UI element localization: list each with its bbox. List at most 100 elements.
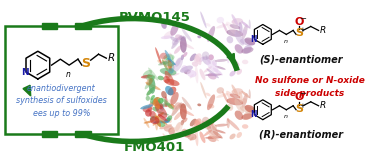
Ellipse shape [161, 91, 167, 99]
Ellipse shape [229, 71, 235, 76]
Ellipse shape [145, 109, 152, 117]
Ellipse shape [240, 39, 255, 46]
Ellipse shape [235, 111, 243, 120]
Ellipse shape [199, 121, 204, 127]
Ellipse shape [157, 99, 163, 108]
Ellipse shape [206, 68, 219, 78]
Ellipse shape [180, 66, 193, 73]
Ellipse shape [170, 63, 175, 67]
Text: +: + [299, 27, 305, 33]
Ellipse shape [230, 24, 240, 29]
Ellipse shape [161, 21, 167, 29]
Ellipse shape [155, 113, 158, 131]
Ellipse shape [226, 118, 230, 128]
Ellipse shape [181, 55, 184, 60]
Ellipse shape [241, 47, 254, 54]
Ellipse shape [153, 121, 157, 126]
Ellipse shape [163, 54, 175, 61]
Ellipse shape [216, 24, 228, 28]
Ellipse shape [206, 93, 211, 96]
Ellipse shape [175, 102, 182, 108]
Ellipse shape [206, 59, 218, 73]
Ellipse shape [150, 116, 157, 121]
Bar [42, 23, 57, 29]
Ellipse shape [175, 122, 181, 131]
Ellipse shape [163, 71, 169, 81]
Text: S: S [295, 28, 303, 38]
Ellipse shape [160, 53, 167, 59]
Ellipse shape [146, 76, 153, 82]
Ellipse shape [181, 65, 187, 72]
Ellipse shape [184, 69, 191, 74]
Ellipse shape [199, 56, 204, 62]
Text: enantiodivergent
synthesis of sulfoxides
ees up to 99%: enantiodivergent synthesis of sulfoxides… [16, 84, 107, 118]
Ellipse shape [242, 24, 248, 39]
Ellipse shape [168, 63, 174, 77]
Ellipse shape [145, 76, 155, 89]
Ellipse shape [164, 96, 167, 107]
Ellipse shape [202, 117, 209, 125]
Bar [75, 23, 91, 29]
Ellipse shape [163, 76, 170, 83]
Ellipse shape [168, 104, 175, 109]
Ellipse shape [167, 53, 172, 58]
Ellipse shape [200, 132, 206, 143]
Ellipse shape [232, 18, 243, 25]
Text: R: R [108, 53, 115, 63]
Ellipse shape [212, 124, 217, 130]
Text: No sulfone or N-oxide
side products: No sulfone or N-oxide side products [255, 76, 365, 98]
Ellipse shape [170, 37, 178, 42]
Ellipse shape [153, 97, 160, 106]
Ellipse shape [164, 99, 173, 107]
Ellipse shape [222, 91, 228, 103]
Ellipse shape [145, 82, 161, 90]
Ellipse shape [164, 61, 174, 68]
Ellipse shape [183, 52, 187, 57]
Text: BVMO145: BVMO145 [118, 11, 190, 24]
Ellipse shape [171, 102, 182, 116]
Ellipse shape [168, 59, 172, 70]
Ellipse shape [231, 84, 238, 96]
Ellipse shape [146, 96, 150, 101]
Bar [75, 131, 91, 137]
Ellipse shape [226, 91, 236, 104]
Ellipse shape [179, 36, 186, 41]
Ellipse shape [144, 120, 155, 124]
Ellipse shape [174, 111, 182, 120]
Ellipse shape [158, 111, 169, 115]
Ellipse shape [231, 20, 235, 24]
Ellipse shape [160, 68, 177, 75]
Ellipse shape [143, 106, 152, 112]
Ellipse shape [157, 120, 165, 127]
Ellipse shape [162, 60, 168, 71]
Ellipse shape [234, 99, 244, 113]
Ellipse shape [242, 124, 248, 129]
Ellipse shape [192, 126, 198, 131]
Ellipse shape [212, 60, 217, 66]
Ellipse shape [208, 136, 217, 142]
Ellipse shape [158, 103, 170, 106]
Ellipse shape [146, 87, 155, 96]
Ellipse shape [206, 23, 211, 27]
Ellipse shape [205, 73, 222, 76]
Bar [42, 131, 57, 137]
Ellipse shape [227, 54, 240, 66]
Text: N: N [250, 35, 257, 44]
Ellipse shape [146, 78, 153, 85]
Ellipse shape [158, 76, 164, 80]
Ellipse shape [206, 131, 219, 141]
Ellipse shape [241, 98, 247, 104]
Ellipse shape [227, 119, 240, 131]
Ellipse shape [170, 127, 175, 131]
Ellipse shape [161, 103, 173, 107]
Ellipse shape [163, 133, 169, 143]
Ellipse shape [164, 31, 173, 39]
Ellipse shape [208, 73, 217, 80]
Ellipse shape [174, 122, 183, 136]
Ellipse shape [249, 20, 251, 29]
Ellipse shape [232, 88, 243, 95]
Text: FMO401: FMO401 [124, 141, 185, 154]
Ellipse shape [158, 114, 168, 122]
Text: N: N [21, 68, 29, 77]
Ellipse shape [179, 108, 194, 116]
